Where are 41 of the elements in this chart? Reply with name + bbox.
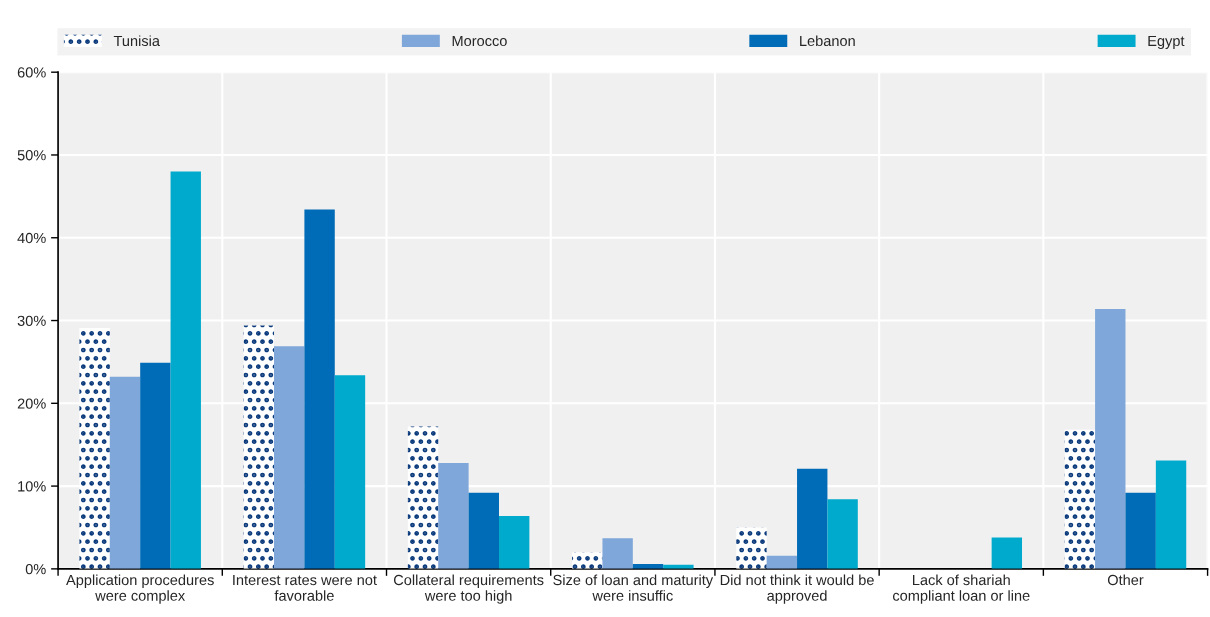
bar bbox=[797, 468, 828, 569]
y-tick-label: 20% bbox=[17, 398, 46, 409]
bar bbox=[438, 462, 469, 569]
legend-label: Lebanon bbox=[800, 35, 855, 47]
bar bbox=[1155, 460, 1187, 569]
bar bbox=[766, 555, 798, 569]
bar bbox=[274, 346, 305, 569]
bar bbox=[170, 171, 201, 569]
x-tick-label: Other bbox=[1107, 574, 1144, 586]
x-tick-label: Application procedures were complex bbox=[66, 574, 214, 604]
bar bbox=[1125, 492, 1156, 569]
x-tick-label: Collateral requirements were too high bbox=[393, 574, 544, 604]
bar bbox=[79, 327, 110, 569]
legend-label: Egypt bbox=[1148, 35, 1185, 49]
bar bbox=[1095, 308, 1126, 569]
bar bbox=[109, 376, 141, 569]
bar bbox=[243, 325, 275, 569]
y-tick-label: 0% bbox=[25, 563, 46, 575]
bar bbox=[736, 527, 767, 569]
bar bbox=[407, 426, 439, 569]
x-tick-label: Lack of shariah compliant loan or line bbox=[892, 574, 1030, 604]
bar bbox=[827, 499, 858, 569]
x-tick-label: Size of loan and maturity were insuffic bbox=[553, 574, 714, 601]
x-tick-label: Did not think it would be approved bbox=[720, 574, 874, 604]
bar bbox=[572, 552, 603, 569]
x-tick-label: Interest rates were not favorable bbox=[233, 574, 377, 601]
y-tick-label: 30% bbox=[17, 315, 46, 326]
bar bbox=[1064, 429, 1096, 569]
bar bbox=[991, 537, 1023, 569]
bar bbox=[602, 538, 633, 569]
bar bbox=[304, 209, 335, 569]
y-tick-label: 50% bbox=[17, 150, 46, 161]
legend-label: Tunisia bbox=[113, 35, 160, 47]
bar bbox=[334, 375, 366, 569]
y-tick-label: 40% bbox=[17, 232, 46, 244]
bar bbox=[499, 515, 530, 569]
y-tick-label: 60% bbox=[17, 67, 46, 78]
y-tick-label: 10% bbox=[18, 481, 46, 492]
bar bbox=[140, 362, 171, 569]
bar bbox=[468, 492, 499, 569]
legend-label: Morocco bbox=[452, 35, 507, 47]
